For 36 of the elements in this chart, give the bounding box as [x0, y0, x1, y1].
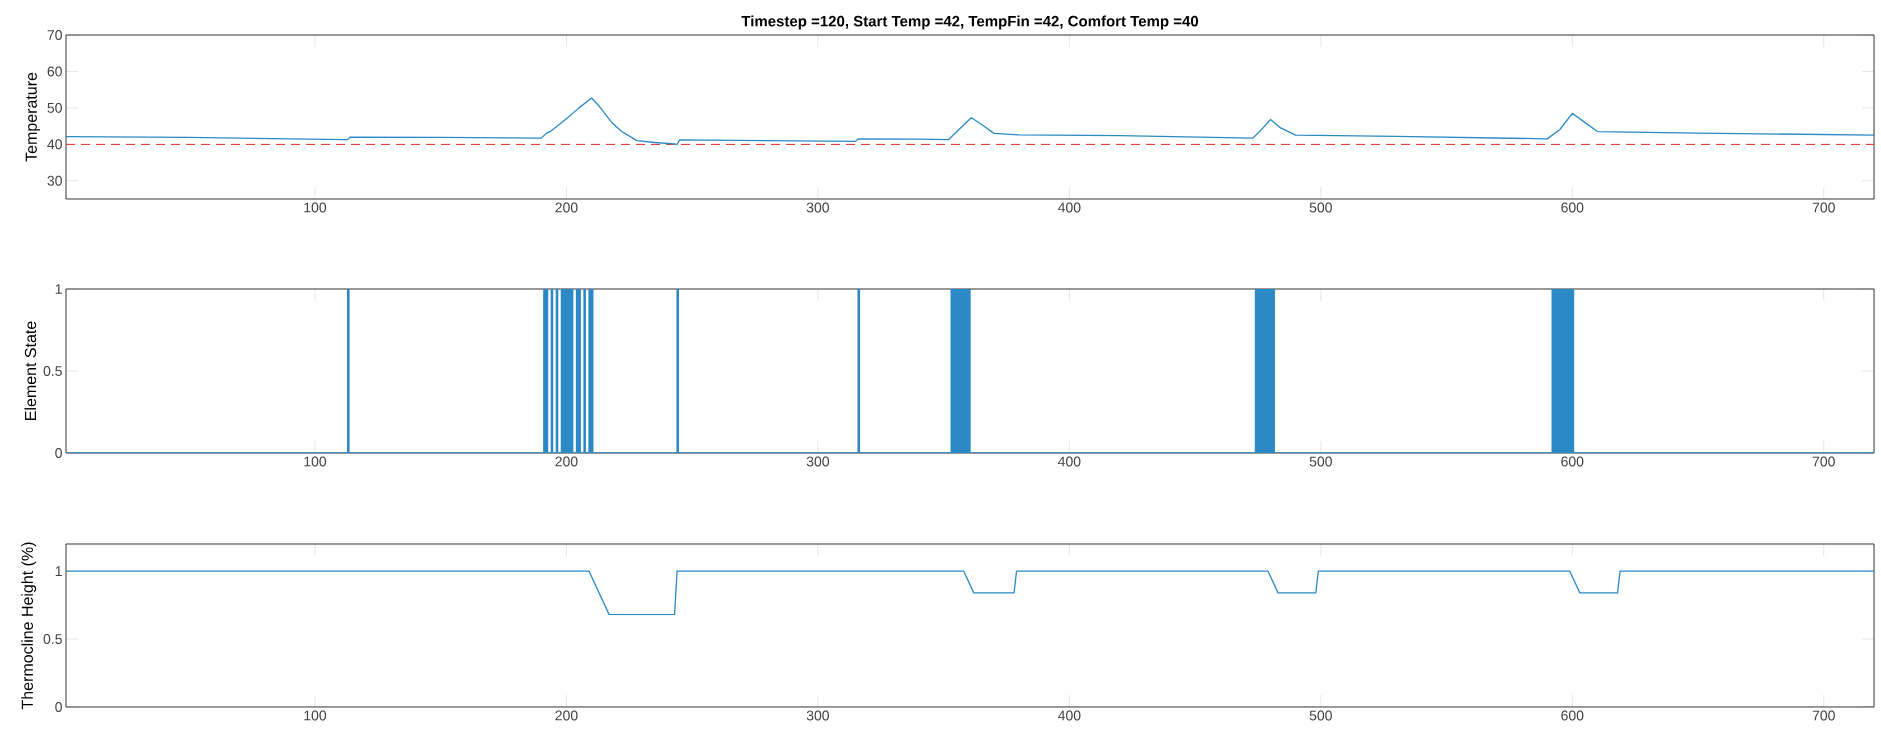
- y-tick-label: 0.5: [43, 366, 62, 376]
- y-tick-label: 40: [47, 139, 62, 150]
- chart-title: Timestep =120, Start Temp =42, TempFin =42, Comfort Temp =40: [741, 15, 1199, 30]
- y-tick-label: 0: [55, 702, 62, 712]
- x-tick-label: 300: [806, 202, 830, 213]
- y-tick-label: 60: [47, 66, 62, 77]
- y-tick-label: 1: [55, 566, 62, 576]
- x-tick-label: 300: [806, 710, 830, 721]
- x-tick-label: 600: [1561, 202, 1584, 213]
- y-tick-label: 1: [55, 284, 62, 294]
- y-tick-label: 0.5: [43, 634, 62, 645]
- x-tick-label: 100: [304, 710, 327, 721]
- x-tick-label: 200: [555, 710, 578, 721]
- x-tick-label: 600: [1561, 710, 1584, 721]
- x-tick-label: 200: [555, 456, 578, 467]
- x-tick-label: 700: [1812, 202, 1835, 213]
- y-tick-label: 50: [47, 102, 62, 113]
- y-axis-title: Element State: [24, 321, 37, 420]
- y-tick-label: 0: [55, 448, 62, 458]
- x-tick-label: 100: [304, 202, 327, 213]
- x-tick-label: 400: [1057, 710, 1081, 721]
- x-tick-label: 700: [1812, 456, 1835, 467]
- x-tick-label: 700: [1812, 710, 1835, 721]
- x-tick-label: 500: [1309, 202, 1332, 213]
- x-tick-label: 200: [555, 202, 578, 213]
- x-tick-label: 500: [1309, 456, 1332, 467]
- y-axis-title: Temperature: [25, 72, 41, 162]
- x-tick-label: 400: [1057, 202, 1081, 213]
- y-tick-label: 30: [47, 175, 62, 186]
- x-tick-label: 500: [1309, 710, 1332, 721]
- y-axis-title: Thermocline Height (%): [21, 542, 37, 710]
- x-tick-label: 300: [806, 456, 830, 467]
- x-tick-label: 400: [1057, 456, 1081, 467]
- y-tick-label: 70: [47, 30, 62, 40]
- x-tick-label: 600: [1561, 456, 1584, 467]
- x-tick-label: 100: [304, 456, 327, 467]
